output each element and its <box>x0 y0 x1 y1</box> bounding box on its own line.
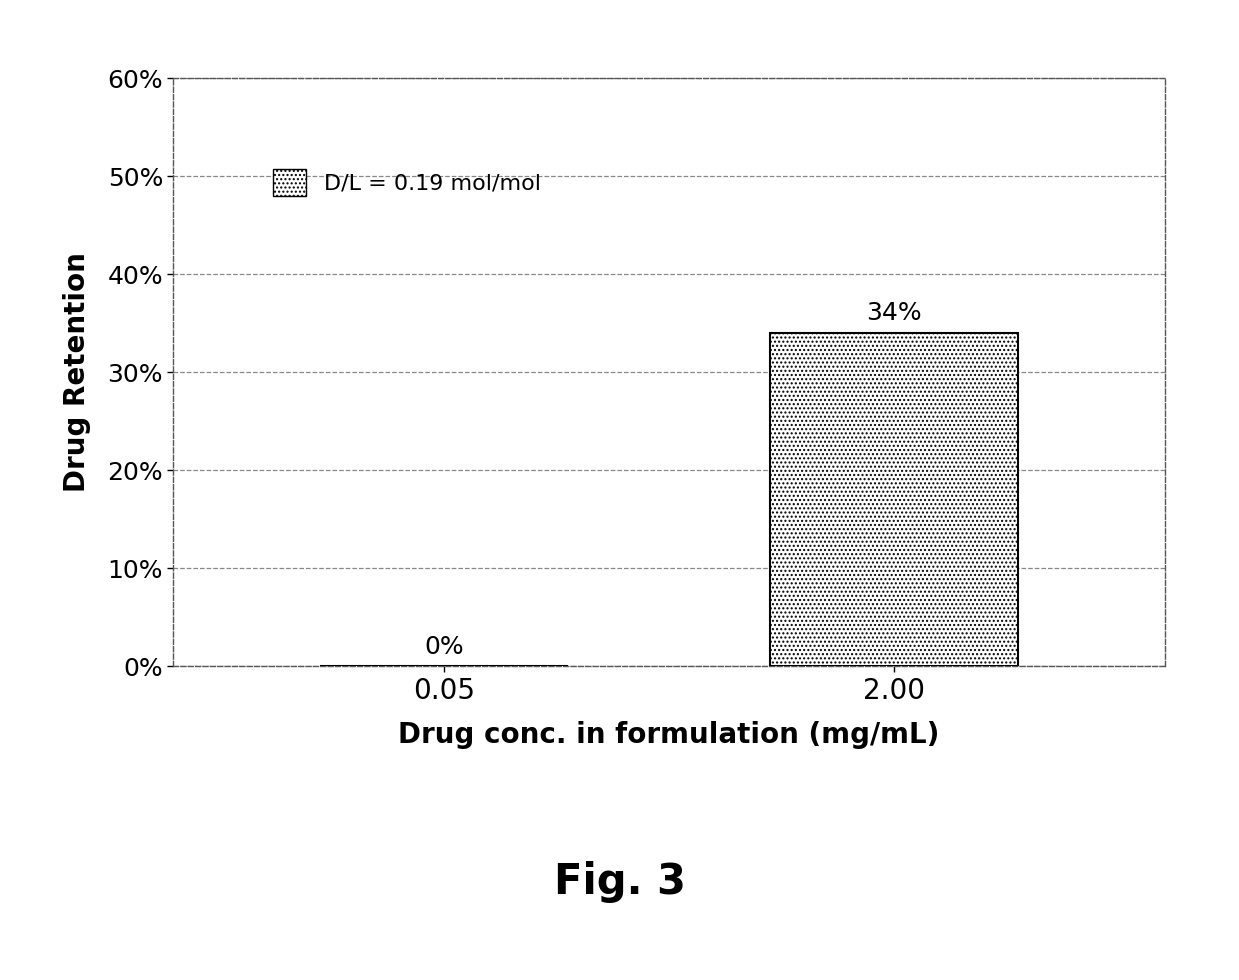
Bar <box>771 333 1018 666</box>
Text: Fig. 3: Fig. 3 <box>554 861 685 903</box>
Legend: D/L = 0.19 mol/mol: D/L = 0.19 mol/mol <box>264 160 550 205</box>
Text: 34%: 34% <box>866 302 922 325</box>
Y-axis label: Drug Retention: Drug Retention <box>63 253 90 492</box>
X-axis label: Drug conc. in formulation (mg/mL): Drug conc. in formulation (mg/mL) <box>399 721 939 750</box>
Text: 0%: 0% <box>424 635 463 659</box>
